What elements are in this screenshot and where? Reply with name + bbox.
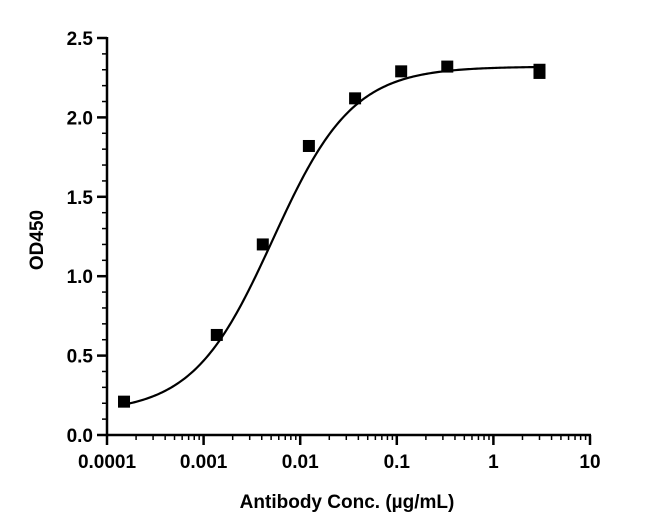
data-point [210,328,223,341]
y-tick-label: 1.5 [67,188,94,209]
data-point [256,238,269,251]
x-tick-label: 0.01 [282,452,319,473]
fit-curve [123,65,540,406]
x-tick-label: 10 [579,452,600,473]
y-tick-label: 0.5 [67,347,94,368]
data-point [302,139,315,152]
data-point [441,60,454,73]
data-point [395,65,408,78]
x-tick-label: 0.0001 [78,452,137,473]
fit-curve-layer [123,65,540,406]
y-tick-label: 1.0 [67,267,93,288]
x-tick-label: 0.001 [180,452,228,473]
y-tick-label: 2.5 [67,29,94,50]
data-point [118,395,131,408]
x-axis-title: Antibody Conc. (µg/mL) [240,492,455,513]
y-axis-title: OD450 [27,210,48,270]
y-tick-label: 2.0 [67,108,93,129]
axes: 0.0 0.5 1.0 1.5 2.0 2.5 0.0001 0.001 0.01 0.1 1 10 [67,29,601,473]
data-points-layer [118,60,546,408]
data-point [349,92,362,105]
y-tick-label: 0.0 [67,426,93,447]
data-point [533,63,546,76]
x-tick-label: 1 [488,452,499,473]
x-tick-label: 0.1 [384,452,411,473]
